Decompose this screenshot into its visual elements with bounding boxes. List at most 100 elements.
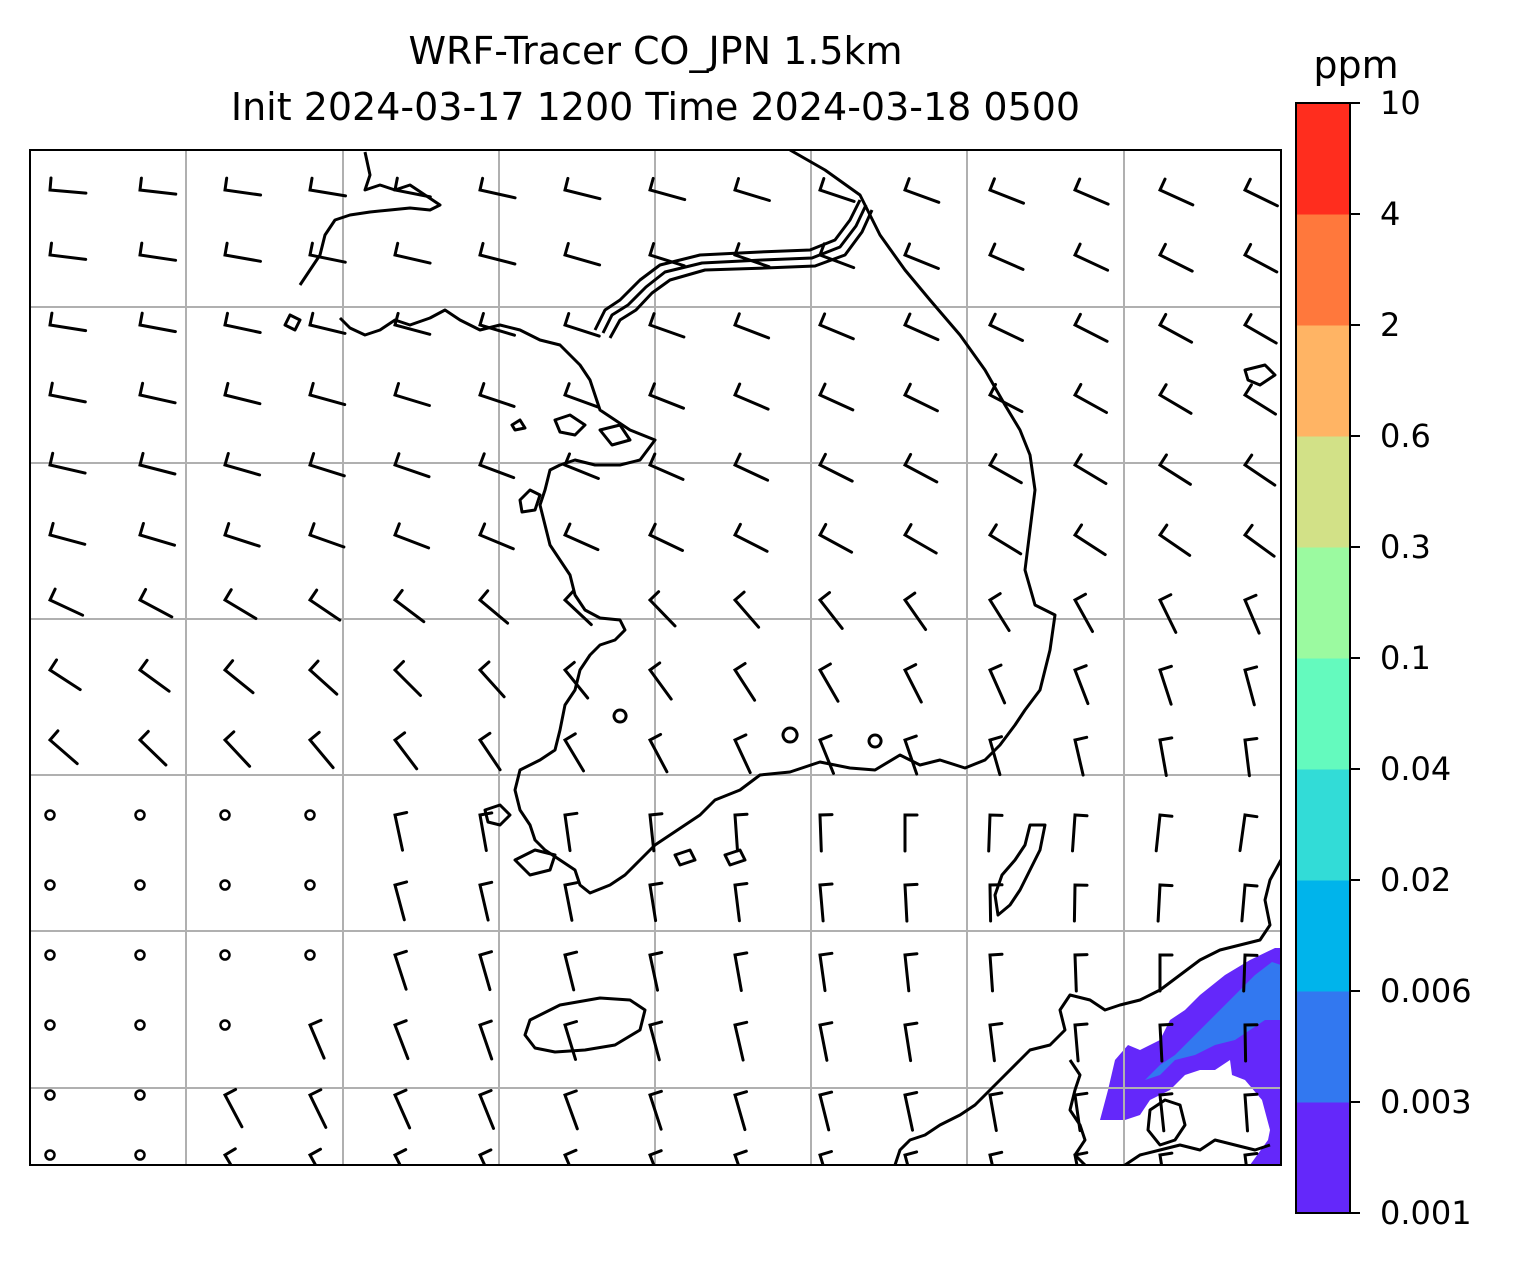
colorbar-tick-label: 0.04 [1380,750,1452,788]
wind-barb [393,880,409,922]
wind-barb-calm [134,949,146,961]
wind-barb [393,382,431,407]
wind-barb-calm [44,949,56,961]
wind-barb-calm [44,879,56,891]
wind-barb [138,176,178,196]
wind-barb [392,588,426,624]
wind-barb [563,176,602,201]
wind-barb [478,382,516,408]
wind-barb [817,662,840,703]
wind-barb [1072,592,1094,633]
wind-barb [393,241,432,265]
colorbar-tick-label: 0.001 [1380,1194,1472,1232]
wind-barb [393,176,432,199]
wind-barb [1242,177,1279,208]
colorbar-band [1296,880,1350,992]
wind-barb [648,1020,664,1062]
coastline [283,150,1281,1165]
wind-barb [563,950,579,992]
wind-barb-calm [304,809,316,821]
wind-barb [562,732,585,773]
wind-barb [733,1149,748,1165]
wind-barb [1072,453,1108,485]
wind-barb [222,588,258,620]
wind-barb [478,1089,495,1130]
wind-barb [1243,593,1261,635]
wind-barb [563,522,600,552]
wind-barb [818,813,834,853]
wind-barb [1242,383,1277,416]
wind-barb [308,1018,326,1060]
wind-barb [48,587,85,617]
plume-band-0.003 [1145,962,1281,1080]
wind-barb [1242,453,1277,487]
wind-barb [478,1148,493,1165]
wind-barb [818,1150,833,1165]
wind-barb [307,659,339,696]
wind-barb [648,382,685,410]
wind-barb [902,382,939,413]
colorbar-tick-label: 10 [1380,84,1421,122]
map-gridlines [30,150,1281,1165]
wind-barb [1157,523,1192,557]
colorbar-tick-label: 0.6 [1380,417,1431,455]
wind-barb [393,949,408,991]
wind-barb [478,176,517,200]
wind-barb-calm [219,1019,231,1031]
wind-barb [393,311,432,336]
wind-barb [137,658,171,693]
wind-barb [223,241,262,263]
wind-barb-calm [304,949,316,961]
wind-barb [223,381,262,406]
wind-barb [478,880,494,922]
wind-barb [732,522,769,553]
wind-barb [902,591,928,631]
wind-barb [47,729,79,766]
wind-barb [733,452,770,482]
wind-barb [817,523,854,554]
wind-barb [648,312,686,339]
wind-barb [223,522,261,548]
wind-barb-calm [44,1149,56,1161]
wind-barb-calm [134,879,146,891]
wind-barb [818,312,855,341]
wind-barb [1243,1023,1259,1063]
wind-barb [1243,1092,1259,1133]
wind-barb [988,1022,1004,1063]
wind-barb [308,311,347,335]
wind-barb [648,1149,663,1165]
wind-barb [393,522,431,550]
wind-barb [478,312,516,337]
wind-barb [138,522,176,547]
wind-barb [137,587,174,619]
wind-barb [1243,665,1259,707]
wind-barb [733,1090,748,1132]
wind-barb [138,311,177,334]
wind-barb [563,382,601,409]
wind-barb [733,951,749,992]
wind-barb-calm [134,1089,146,1101]
wind-barb [903,734,919,776]
wind-barb [647,661,673,701]
wind-barb [817,452,854,483]
wind-barb [648,176,687,202]
wind-barb [1156,883,1174,923]
wind-barb [1072,383,1108,414]
wind-barb [647,522,684,552]
colorbar-band [1296,214,1350,326]
wind-barb [902,452,939,484]
wind-barb [1158,664,1173,706]
wind-barb [1240,883,1259,923]
wind-barb [307,730,335,770]
wind-barb [902,663,923,704]
wind-barb [818,177,856,203]
wind-barb [1158,1022,1174,1063]
wind-barb [902,523,938,555]
wind-barb [308,176,347,198]
wind-barb [818,882,834,923]
wind-barb [988,1150,1004,1165]
wind-barb [563,811,579,853]
wind-barb [393,1019,410,1061]
wind-barb [1243,737,1259,778]
